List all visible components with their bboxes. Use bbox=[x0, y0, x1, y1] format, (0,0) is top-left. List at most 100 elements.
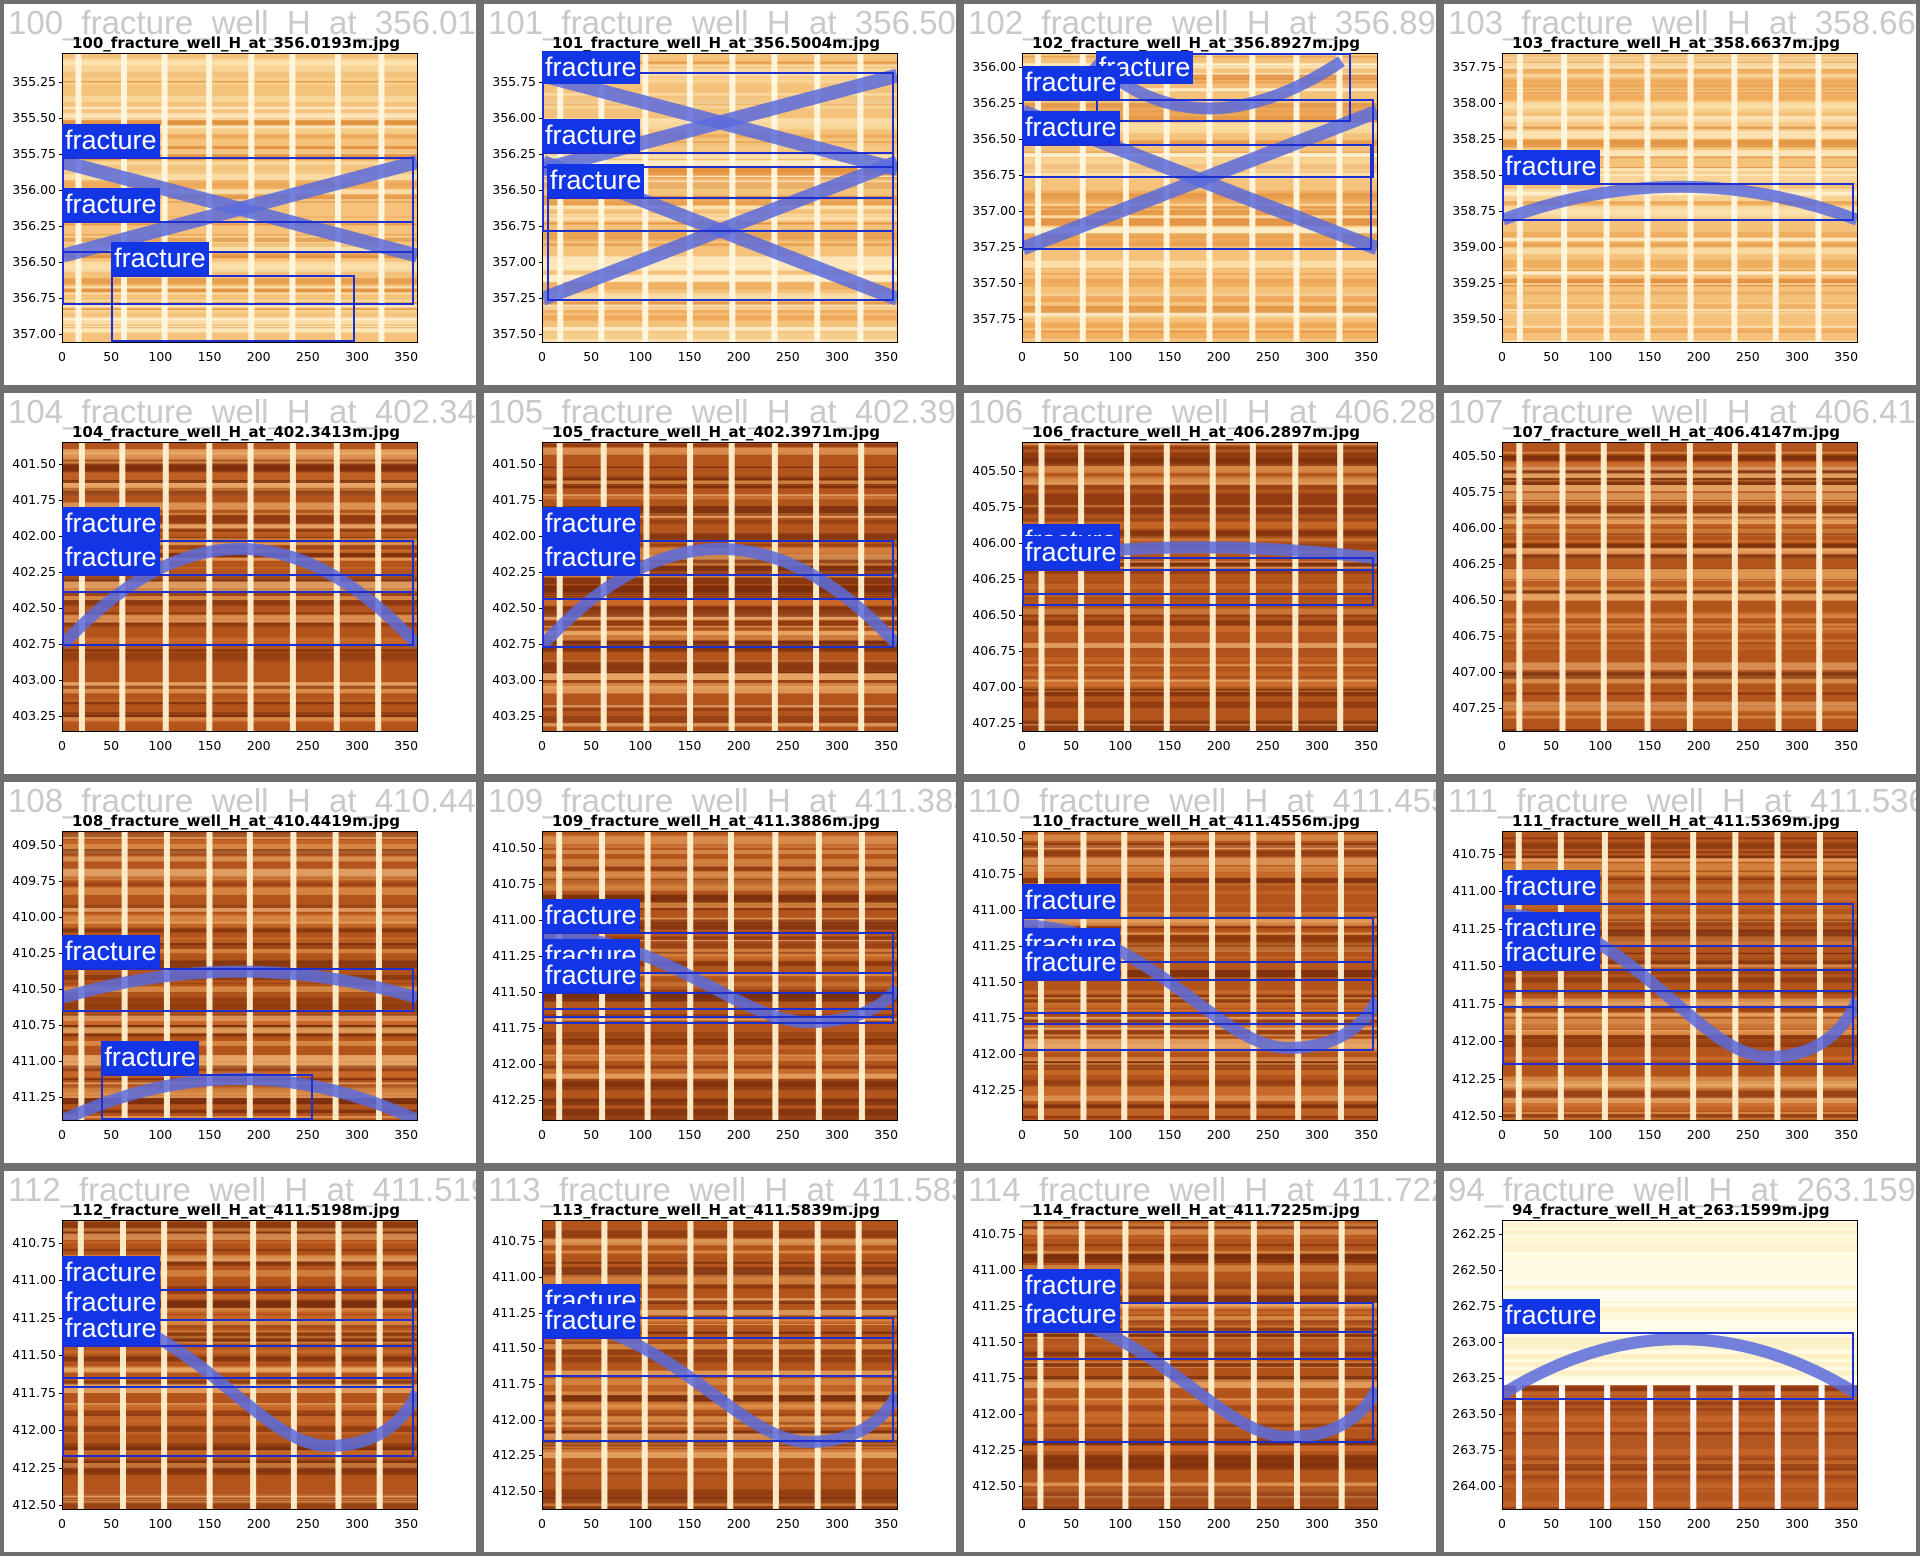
texture-band bbox=[63, 1229, 417, 1235]
texture-band bbox=[1503, 837, 1857, 840]
texture-band bbox=[543, 1080, 897, 1087]
texture-band bbox=[1503, 884, 1857, 891]
x-tick-label: 150 bbox=[1637, 738, 1662, 753]
texture-band bbox=[543, 1314, 897, 1318]
x-tick-label: 350 bbox=[1834, 1516, 1859, 1531]
y-tick-label: 412.50 bbox=[964, 1478, 1023, 1493]
texture-band bbox=[63, 234, 417, 236]
y-tick-label: 357.25 bbox=[964, 239, 1023, 254]
texture-band bbox=[63, 161, 417, 165]
pad-gap-strip bbox=[378, 54, 385, 342]
x-tick-label: 50 bbox=[1543, 1127, 1560, 1142]
y-tick-label: 263.00 bbox=[1444, 1334, 1503, 1349]
texture-band bbox=[1023, 1256, 1377, 1260]
x-tick-label: 50 bbox=[103, 1127, 120, 1142]
texture-band bbox=[543, 511, 897, 516]
pad-gap-strip bbox=[1690, 1385, 1697, 1509]
y-tick-label: 411.25 bbox=[4, 1310, 63, 1325]
texture-band bbox=[543, 1506, 897, 1509]
texture-band bbox=[543, 715, 897, 719]
pad-gap-strip bbox=[1209, 443, 1216, 731]
y-tick-label: 411.50 bbox=[4, 1347, 63, 1362]
texture-band bbox=[1503, 1018, 1857, 1024]
y-tick-label: 402.25 bbox=[484, 564, 543, 579]
texture-band bbox=[543, 1014, 897, 1017]
y-tick-label: 356.25 bbox=[964, 95, 1023, 110]
texture-band bbox=[1503, 533, 1857, 535]
texture-band bbox=[1023, 671, 1377, 676]
panel-title: 113_fracture_well_H_at_411.5839m.jpg bbox=[552, 1201, 881, 1219]
x-tick-label: 350 bbox=[1834, 1127, 1859, 1142]
pad-gap-strip bbox=[687, 443, 694, 731]
texture-band bbox=[1503, 590, 1857, 596]
texture-band bbox=[63, 1344, 417, 1353]
texture-band bbox=[1023, 1044, 1377, 1049]
texture-band bbox=[1023, 305, 1377, 313]
texture-band bbox=[543, 585, 897, 593]
x-tick-label: 0 bbox=[1018, 349, 1026, 364]
texture-band bbox=[1503, 1095, 1857, 1099]
texture-band bbox=[1023, 1067, 1377, 1075]
texture-band bbox=[1503, 212, 1857, 220]
x-tick-label: 50 bbox=[583, 1516, 600, 1531]
y-tick-label: 401.75 bbox=[484, 492, 543, 507]
pad-gap-strip bbox=[1644, 443, 1651, 731]
texture-band bbox=[1503, 259, 1857, 268]
panel-title: 105_fracture_well_H_at_402.3971m.jpg bbox=[552, 423, 881, 441]
pad-gap-strip bbox=[1208, 1221, 1215, 1509]
texture-band bbox=[63, 1423, 417, 1426]
texture-band bbox=[63, 1060, 417, 1068]
texture-band bbox=[63, 1410, 417, 1418]
x-tick-label: 100 bbox=[628, 1127, 653, 1142]
texture-band bbox=[1503, 643, 1857, 651]
texture-band bbox=[543, 308, 897, 313]
y-tick-label: 358.75 bbox=[1444, 203, 1503, 218]
texture-band bbox=[63, 832, 417, 838]
texture-band bbox=[1503, 1243, 1857, 1252]
x-tick-label: 150 bbox=[1157, 738, 1182, 753]
texture-band bbox=[63, 481, 417, 483]
y-tick-label: 411.75 bbox=[484, 1020, 543, 1035]
x-tick-label: 150 bbox=[677, 349, 702, 364]
x-tick-label: 0 bbox=[58, 738, 66, 753]
x-tick-label: 200 bbox=[1206, 1127, 1231, 1142]
x-tick-label: 200 bbox=[1686, 349, 1711, 364]
y-tick-label: 411.75 bbox=[964, 1010, 1023, 1025]
detection-label: fracture bbox=[1022, 1269, 1120, 1303]
texture-band bbox=[63, 502, 417, 510]
texture-band bbox=[1023, 1265, 1377, 1272]
detection-label: fracture bbox=[542, 51, 640, 84]
texture-band bbox=[543, 282, 897, 290]
fracture-trace bbox=[63, 1072, 417, 1120]
texture-band bbox=[63, 589, 417, 592]
pad-gap-strip bbox=[1774, 832, 1781, 1120]
texture-band bbox=[1503, 519, 1857, 524]
y-tick-label: 263.25 bbox=[1444, 1370, 1503, 1385]
texture-band bbox=[543, 293, 897, 301]
image-svg bbox=[63, 1221, 417, 1509]
detection-label: fracture bbox=[1022, 535, 1120, 569]
pad-gap-strip bbox=[1600, 443, 1607, 731]
texture-band bbox=[63, 622, 417, 627]
x-tick-label: 0 bbox=[1498, 738, 1506, 753]
texture-band bbox=[1503, 539, 1857, 543]
pad-gap-strip bbox=[1604, 1385, 1611, 1509]
texture-band bbox=[1503, 692, 1857, 695]
texture-band bbox=[1503, 451, 1857, 454]
texture-band bbox=[1503, 156, 1857, 159]
pad-gap-strip bbox=[1818, 1385, 1825, 1509]
detection-label: fracture bbox=[62, 1311, 160, 1345]
detection-label: fracture bbox=[1502, 1299, 1600, 1333]
texture-band bbox=[1503, 270, 1857, 275]
image-svg bbox=[1503, 1221, 1857, 1509]
texture-band bbox=[543, 1413, 897, 1416]
x-tick-label: 300 bbox=[1305, 738, 1329, 753]
texture-band bbox=[543, 635, 897, 641]
texture-band bbox=[1503, 242, 1857, 249]
texture-band bbox=[63, 309, 417, 313]
pad-gap-strip bbox=[1078, 443, 1085, 731]
texture-band bbox=[1503, 193, 1857, 202]
pad-gap-strip bbox=[1559, 443, 1566, 731]
y-tick-label: 410.75 bbox=[964, 866, 1023, 881]
y-tick-label: 412.00 bbox=[484, 1056, 543, 1071]
